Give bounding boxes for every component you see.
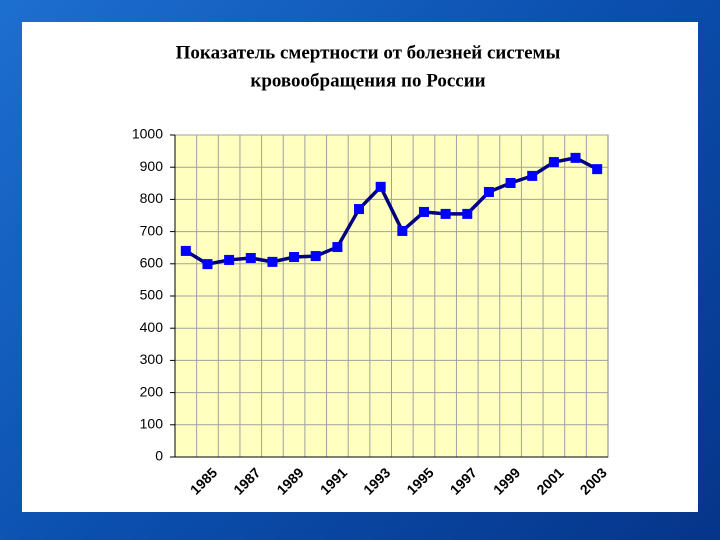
data-point [397,225,408,236]
data-point [224,254,235,265]
y-tick-label: 300 [140,351,164,367]
data-point [440,208,451,219]
y-tick-label: 200 [140,383,164,399]
data-point [505,177,516,188]
y-tick-label: 800 [140,190,164,206]
chart-title: Показатель смертности от болезней систем… [176,42,561,63]
x-tick-label: 2003 [577,464,610,497]
y-tick-label: 500 [140,287,164,303]
y-tick-label: 900 [140,158,164,174]
data-point [310,251,321,262]
data-point [354,204,365,215]
data-point [289,252,300,263]
data-point [180,245,191,256]
data-point [548,157,559,168]
y-tick-label: 1000 [132,126,163,142]
y-tick-label: 0 [155,448,163,464]
x-tick-label: 1991 [317,464,350,497]
x-tick-label: 1993 [360,464,393,497]
y-tick-label: 600 [140,255,164,271]
y-tick-label: 400 [140,319,164,335]
x-tick-label: 1989 [273,464,306,497]
data-point [462,208,473,219]
data-point [527,170,538,181]
x-tick-label: 1995 [403,464,436,497]
x-tick-label: 1997 [447,464,480,497]
data-point [267,256,278,267]
x-tick-label: 1999 [490,464,523,497]
x-tick-label: 1985 [187,464,220,497]
data-point [202,259,213,270]
data-point [332,242,343,253]
data-point [375,181,386,192]
y-tick-label: 100 [140,416,164,432]
y-tick-label: 700 [140,222,164,238]
x-tick-label: 2001 [533,464,566,497]
data-point [418,206,429,217]
data-point [483,186,494,197]
chart-title: кровообращения по России [250,70,485,91]
x-tick-label: 1987 [230,464,263,497]
data-point [570,152,581,163]
data-point [245,253,256,264]
data-point [592,164,603,175]
